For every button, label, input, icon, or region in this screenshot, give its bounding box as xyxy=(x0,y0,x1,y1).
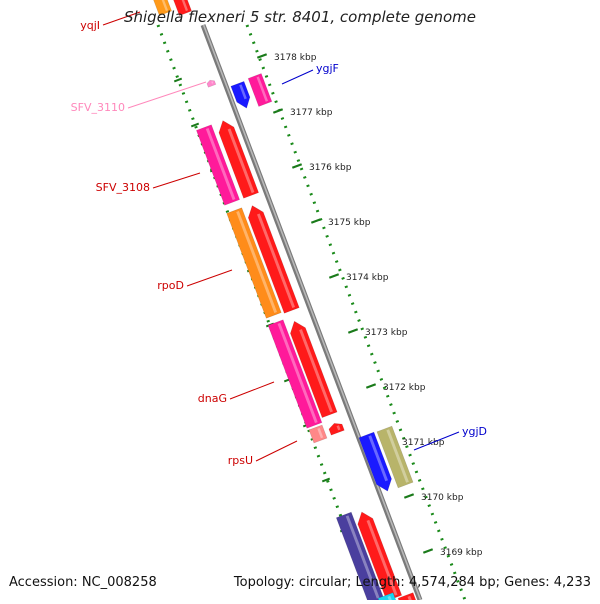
label-group: yqjI SFV_3110 SFV_3108 rpoD dnaG rpsU ygjF ygjD xyxy=(71,11,487,467)
gene-rpoD-red-shine xyxy=(257,213,296,309)
gene-ygjF-pink-shine xyxy=(256,76,269,102)
accession-text: Accession: NC_008258 xyxy=(9,575,157,590)
gene-ygjF-blue xyxy=(230,80,251,109)
tick-label: 3171 kbp xyxy=(402,438,445,448)
gene-label-rpsU: rpsU xyxy=(228,454,253,467)
gene-SFV_3108-red-shine xyxy=(227,128,255,194)
tick-mark xyxy=(347,328,359,334)
gene-label-ygjD: ygjD xyxy=(462,425,487,438)
tick-mark xyxy=(403,493,415,499)
tick-label: 3178 kbp xyxy=(274,53,317,63)
tick-label: 3174 kbp xyxy=(346,273,389,283)
gene-ygjD-blue xyxy=(358,431,392,492)
gene-rpsU-red xyxy=(328,423,345,436)
tick-label: 3176 kbp xyxy=(309,163,352,173)
gene-rpoD-orange xyxy=(226,207,282,319)
leader-line-rpsU xyxy=(255,440,298,462)
gene-group xyxy=(153,0,418,604)
gene-bottom-red-shine xyxy=(366,519,398,596)
tick-mark xyxy=(422,548,434,554)
gene-label-dnaG: dnaG xyxy=(198,392,227,405)
backbone-highlight xyxy=(202,24,422,601)
gene-label-SFV_3108: SFV_3108 xyxy=(96,181,150,194)
leader-line-ygjD xyxy=(413,431,460,451)
gene-dnaG-pink xyxy=(267,319,323,429)
gene-yqjI-orange-shine xyxy=(161,0,169,12)
gene-label-yqjI: yqjI xyxy=(80,19,100,32)
tick-label: 3172 kbp xyxy=(383,383,426,393)
summary-text: Topology: circular; Length: 4,574,284 bp… xyxy=(233,575,591,590)
tick-mark xyxy=(328,273,340,279)
gene-yqjI-orange xyxy=(153,0,172,17)
gene-rpsU-pink xyxy=(308,424,328,444)
gene-bottom-navy-shine xyxy=(345,515,380,599)
gene-label-SFV_3110: SFV_3110 xyxy=(71,101,125,114)
dotted-track-inner-right xyxy=(245,24,467,601)
outer-tick-mark xyxy=(190,122,200,128)
tick-mark xyxy=(272,108,284,114)
gene-label-ygjF: ygjF xyxy=(316,62,339,75)
outer-tick-mark xyxy=(321,477,331,483)
leader-line-ygjF xyxy=(281,69,314,85)
gene-dnaG-pink-shine xyxy=(277,322,318,424)
outer-tick-mark xyxy=(173,77,183,83)
tick-mark xyxy=(310,218,322,224)
gene-SFV_3108-pink-shine xyxy=(205,127,236,201)
gene-rpoD-red xyxy=(247,205,300,314)
gene-ygjD-blue-shine xyxy=(368,435,389,482)
tick-mark xyxy=(365,383,377,389)
leader-line-rpoD xyxy=(186,269,233,287)
leader-line-dnaG xyxy=(229,381,275,400)
leader-line-SFV_3108 xyxy=(152,172,201,189)
tick-mark xyxy=(291,163,303,169)
gene-dnaG-red xyxy=(290,320,338,418)
gene-rpsU-pink-shine xyxy=(317,428,324,439)
gene-ygjF-pink xyxy=(247,73,273,107)
gene-dnaG-red-shine xyxy=(299,329,333,413)
tick-label: 3170 kbp xyxy=(421,493,464,503)
tick-mark xyxy=(256,53,268,59)
gene-ygjD-khaki-shine xyxy=(386,429,409,483)
gene-rpsU-red-shine xyxy=(336,425,341,431)
gene-yqjI-red-shine xyxy=(181,0,189,12)
tick-label: 3177 kbp xyxy=(290,108,333,118)
gene-label-rpoD: rpoD xyxy=(157,279,184,292)
gene-SFV_3110 xyxy=(206,79,217,88)
leader-line-yqjI xyxy=(102,11,141,26)
gene-SFV_3108-red xyxy=(218,120,259,199)
gene-SFV_3108-pink xyxy=(196,124,240,206)
tick-label: 3173 kbp xyxy=(365,328,408,338)
leader-line-SFV_3110 xyxy=(127,81,207,109)
gene-yqjI-red xyxy=(173,0,192,17)
genome-title: Shigella flexneri 5 str. 8401, complete … xyxy=(123,8,477,26)
tick-label: 3175 kbp xyxy=(328,218,371,228)
gene-rpoD-orange-shine xyxy=(236,210,278,314)
tick-label: 3169 kbp xyxy=(440,548,483,558)
gene-SFV_3110-shine xyxy=(211,81,214,84)
gene-ygjF-blue-shine xyxy=(239,84,247,100)
gene-ygjD-khaki xyxy=(376,425,414,489)
